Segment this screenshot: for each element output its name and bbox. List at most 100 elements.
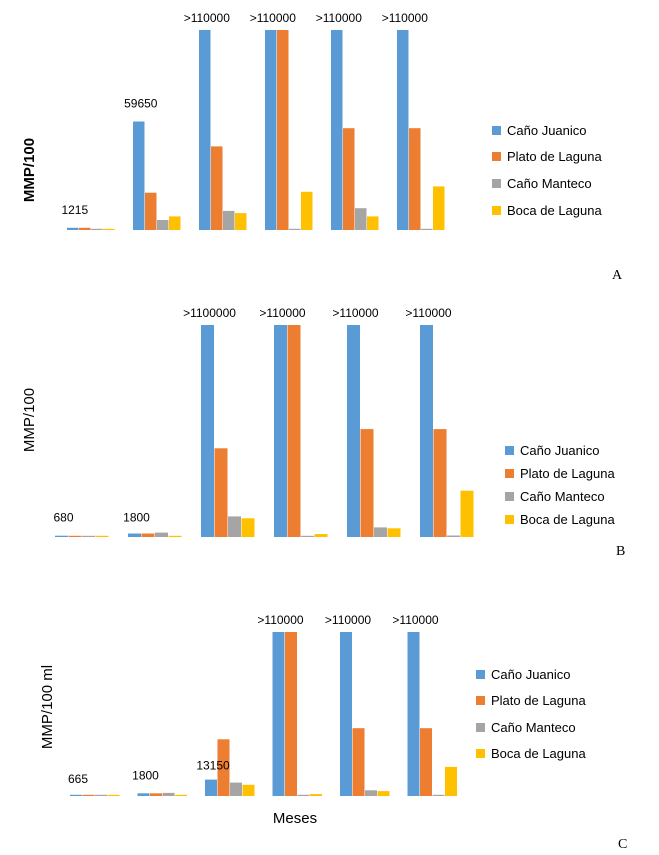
data-label-3: >1100000 bbox=[183, 306, 236, 320]
bar-ca-o-juanico-6 bbox=[407, 632, 420, 796]
panel-a: MMP/100 1215 59650 >110000 >110000 >110000 >1… bbox=[21, 11, 623, 283]
bar-boca-de-laguna-1 bbox=[107, 794, 120, 796]
bar-ca-o-manteco-1 bbox=[91, 228, 103, 230]
legend-label-ca-o-manteco: Caño Manteco bbox=[507, 176, 592, 191]
bar-boca-de-laguna-2 bbox=[175, 794, 187, 796]
bar-plato-de-laguna-4 bbox=[277, 30, 289, 230]
bar-ca-o-juanico-5 bbox=[340, 632, 352, 796]
bar-boca-de-laguna-1 bbox=[95, 535, 109, 537]
bar-ca-o-juanico-3 bbox=[201, 325, 214, 537]
bar-ca-o-manteco-4 bbox=[297, 794, 310, 796]
panel-a-letter: A bbox=[612, 268, 623, 283]
data-label-6: >110000 bbox=[382, 11, 428, 25]
bar-plato-de-laguna-3 bbox=[217, 739, 230, 796]
bar-boca-de-laguna-2 bbox=[169, 216, 181, 230]
legend-label-ca-o-juanico: Caño Juanico bbox=[507, 123, 587, 138]
legend-swatch-plato-de-laguna bbox=[505, 469, 514, 478]
bar-ca-o-juanico-4 bbox=[265, 30, 277, 230]
data-label-2: 1800 bbox=[132, 768, 159, 782]
bar-plato-de-laguna-6 bbox=[433, 429, 447, 537]
bar-plato-de-laguna-1 bbox=[79, 227, 91, 230]
bar-ca-o-manteco-4 bbox=[301, 535, 314, 537]
legend-swatch-ca-o-juanico bbox=[476, 670, 485, 679]
bar-boca-de-laguna-5 bbox=[387, 528, 401, 537]
panel-b-bars bbox=[55, 325, 474, 537]
bar-ca-o-juanico-1 bbox=[67, 227, 79, 230]
bar-ca-o-juanico-1 bbox=[55, 535, 68, 537]
legend-swatch-ca-o-juanico bbox=[505, 446, 514, 455]
legend-swatch-ca-o-manteco bbox=[505, 492, 514, 501]
panel-a-bars bbox=[67, 30, 445, 230]
legend-label-ca-o-manteco: Caño Manteco bbox=[491, 720, 576, 735]
bar-ca-o-manteco-6 bbox=[447, 535, 460, 537]
bar-ca-o-manteco-3 bbox=[223, 210, 235, 230]
bar-ca-o-juanico-5 bbox=[347, 325, 360, 537]
bar-boca-de-laguna-6 bbox=[460, 490, 474, 537]
data-label-6: >110000 bbox=[392, 613, 438, 627]
legend-label-boca-de-laguna: Boca de Laguna bbox=[520, 512, 615, 527]
panel-c-ylabel: MMP/100 ml bbox=[39, 665, 56, 749]
bar-ca-o-manteco-6 bbox=[432, 794, 445, 796]
data-label-5: >110000 bbox=[325, 613, 371, 627]
data-label-6: >110000 bbox=[405, 306, 451, 320]
legend-swatch-boca-de-laguna bbox=[476, 749, 485, 758]
data-label-3: 13150 bbox=[196, 759, 230, 773]
data-label-3: >110000 bbox=[184, 11, 230, 25]
data-label-1: 1215 bbox=[61, 203, 88, 217]
bar-plato-de-laguna-2 bbox=[145, 192, 157, 230]
panel-c-legend: Caño Juanico Plato de Laguna Caño Manteco B… bbox=[476, 667, 586, 761]
data-label-2: 59650 bbox=[124, 97, 158, 111]
bar-plato-de-laguna-5 bbox=[343, 128, 355, 230]
bar-boca-de-laguna-4 bbox=[310, 794, 322, 796]
bar-ca-o-manteco-1 bbox=[95, 794, 107, 796]
bar-plato-de-laguna-3 bbox=[214, 448, 228, 537]
bar-plato-de-laguna-3 bbox=[211, 146, 223, 230]
bar-boca-de-laguna-3 bbox=[241, 518, 255, 537]
bar-ca-o-manteco-1 bbox=[82, 535, 95, 537]
bar-plato-de-laguna-2 bbox=[141, 533, 155, 537]
legend-swatch-boca-de-laguna bbox=[505, 515, 514, 524]
bar-ca-o-juanico-4 bbox=[272, 632, 285, 796]
bar-ca-o-juanico-3 bbox=[205, 779, 217, 796]
bar-boca-de-laguna-5 bbox=[367, 216, 379, 230]
bar-ca-o-manteco-6 bbox=[421, 228, 433, 230]
panel-a-legend: Caño Juanico Plato de Laguna Caño Manteco B… bbox=[492, 123, 602, 218]
bar-plato-de-laguna-6 bbox=[420, 728, 432, 796]
bar-ca-o-manteco-5 bbox=[355, 208, 367, 230]
bar-ca-o-manteco-2 bbox=[157, 220, 169, 230]
bar-ca-o-juanico-5 bbox=[331, 30, 343, 230]
bar-plato-de-laguna-6 bbox=[409, 128, 421, 230]
bar-plato-de-laguna-5 bbox=[352, 728, 365, 796]
bar-boca-de-laguna-3 bbox=[242, 784, 255, 796]
bar-ca-o-manteco-3 bbox=[228, 516, 241, 537]
panel-a-ylabel: MMP/100 bbox=[21, 138, 38, 202]
legend-label-plato-de-laguna: Plato de Laguna bbox=[520, 466, 615, 481]
bar-ca-o-manteco-2 bbox=[155, 532, 168, 537]
legend-label-boca-de-laguna: Boca de Laguna bbox=[507, 203, 602, 218]
legend-swatch-plato-de-laguna bbox=[476, 696, 485, 705]
bar-boca-de-laguna-3 bbox=[235, 213, 247, 230]
panel-c-xlabel: Meses bbox=[273, 810, 317, 827]
panel-c-data-labels: 665 1800 13150 >110000 >110000 >110000 bbox=[68, 613, 439, 786]
bar-plato-de-laguna-4 bbox=[285, 632, 297, 796]
bar-boca-de-laguna-1 bbox=[103, 228, 115, 230]
legend-label-boca-de-laguna: Boca de Laguna bbox=[491, 746, 586, 761]
bar-plato-de-laguna-1 bbox=[68, 535, 82, 537]
panel-c-bars bbox=[70, 632, 457, 796]
panel-b-letter: B bbox=[616, 544, 625, 559]
panel-b: MMP/100 680 1800 >1100000 >110000 >110000 >11… bbox=[21, 306, 625, 559]
panel-b-data-labels: 680 1800 >1100000 >110000 >110000 >110000 bbox=[53, 306, 451, 525]
bar-boca-de-laguna-5 bbox=[377, 791, 390, 796]
bar-ca-o-juanico-3 bbox=[199, 30, 211, 230]
panel-c: MMP/100 ml 665 1800 13150 >110000 >110000 >11… bbox=[39, 613, 627, 852]
panel-b-legend: Caño Juanico Plato de Laguna Caño Manteco B… bbox=[505, 443, 615, 527]
panel-b-ylabel: MMP/100 bbox=[21, 388, 38, 452]
bar-ca-o-manteco-5 bbox=[374, 527, 387, 537]
bar-boca-de-laguna-6 bbox=[445, 766, 457, 796]
panel-c-letter: C bbox=[618, 837, 627, 852]
bar-ca-o-manteco-3 bbox=[230, 782, 242, 796]
bar-ca-o-juanico-6 bbox=[397, 30, 409, 230]
data-label-4: >110000 bbox=[257, 613, 303, 627]
bar-ca-o-manteco-2 bbox=[162, 792, 175, 796]
